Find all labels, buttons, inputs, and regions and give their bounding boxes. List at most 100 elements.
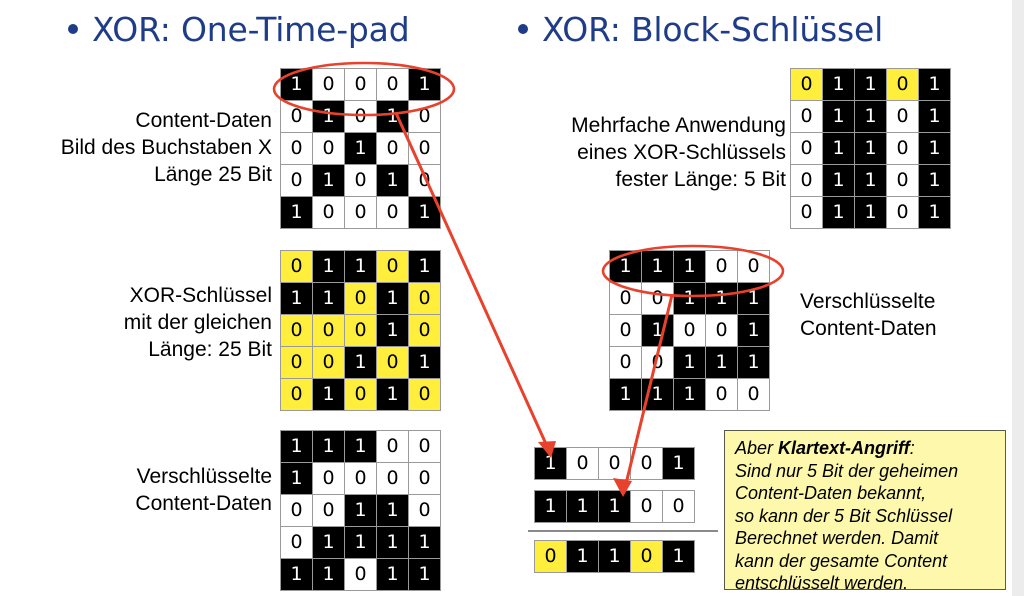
bit-cell: 1: [663, 448, 694, 479]
bit-cell: 0: [791, 165, 822, 196]
bit-cell: 1: [567, 491, 598, 522]
right-gutter: [1012, 0, 1024, 596]
bit-cell: 1: [313, 101, 344, 132]
bit-cell: 0: [313, 197, 344, 228]
bullet-icon: [68, 23, 78, 34]
note-title: Klartext-Angriff: [778, 438, 910, 458]
bit-cell: 0: [610, 347, 641, 378]
bit-cell: 1: [610, 251, 641, 282]
bit-cell: 1: [345, 251, 376, 282]
bit-cell: 1: [281, 431, 312, 462]
bit-cell: 0: [345, 197, 376, 228]
bit-cell: 1: [313, 251, 344, 282]
bit-cell: 1: [281, 283, 312, 314]
bit-cell: 0: [377, 133, 408, 164]
bit-cell: 1: [409, 347, 440, 378]
bit-cell: 0: [313, 495, 344, 526]
bit-cell: 1: [706, 283, 737, 314]
bit-cell: 0: [313, 133, 344, 164]
bit-cell: 1: [663, 541, 694, 572]
bit-cell: 1: [345, 431, 376, 462]
bit-cell: 0: [887, 69, 918, 100]
bit-cell: 1: [377, 495, 408, 526]
bit-cell: 1: [377, 165, 408, 196]
bit-cell: 0: [345, 69, 376, 100]
bit-cell: 1: [855, 197, 886, 228]
bit-cell: 1: [313, 431, 344, 462]
bit-cell: 0: [599, 448, 630, 479]
bit-cell: 0: [791, 133, 822, 164]
bit-cell: 1: [313, 283, 344, 314]
bit-cell: 0: [377, 463, 408, 494]
bit-cell: 0: [674, 315, 705, 346]
bit-cell: 1: [377, 559, 408, 590]
bit-cell: 0: [377, 347, 408, 378]
caption-xor-key: XOR-Schlüssel mit der gleichen Länge: 25…: [123, 284, 272, 361]
bit-cell: 0: [706, 379, 737, 410]
bit-cell: 1: [674, 379, 705, 410]
bit-cell: 1: [823, 165, 854, 196]
bit-cell: 0: [345, 165, 376, 196]
note-prefix: Aber: [735, 438, 779, 458]
bit-cell: 1: [674, 283, 705, 314]
bit-cell: 0: [631, 448, 662, 479]
bit-cell: 0: [313, 463, 344, 494]
bit-cell: 1: [377, 101, 408, 132]
bit-cell: 1: [409, 559, 440, 590]
bit-cell: 1: [642, 251, 673, 282]
bit-cell: 0: [409, 431, 440, 462]
bit-cell: 0: [281, 133, 312, 164]
bit-cell: 1: [855, 165, 886, 196]
bit-cell: 1: [313, 559, 344, 590]
bit-cell: 0: [409, 315, 440, 346]
bit-cell: 1: [313, 165, 344, 196]
bit-cell: 1: [599, 541, 630, 572]
bit-cell: 0: [345, 101, 376, 132]
bit-cell: 1: [377, 283, 408, 314]
bit-cell: 1: [823, 133, 854, 164]
bit-cell: 1: [738, 315, 769, 346]
bit-cell: 1: [919, 165, 950, 196]
bit-cell: 0: [887, 101, 918, 132]
bit-cell: 0: [345, 315, 376, 346]
bit-cell: 0: [631, 541, 662, 572]
attack-divider-line: [528, 530, 718, 532]
bit-cell: 1: [281, 69, 312, 100]
bit-cell: 0: [377, 197, 408, 228]
bit-cell: 0: [887, 197, 918, 228]
bit-cell: 1: [674, 347, 705, 378]
bullet-icon: [518, 23, 528, 34]
bit-cell: 0: [345, 559, 376, 590]
bit-cell: 0: [281, 347, 312, 378]
bit-cell: 0: [281, 165, 312, 196]
bit-cell: 0: [345, 379, 376, 410]
bit-cell: 0: [409, 379, 440, 410]
bit-cell: 0: [345, 463, 376, 494]
bit-cell: 1: [377, 379, 408, 410]
bit-cell: 0: [345, 283, 376, 314]
note-suffix: :: [909, 438, 915, 458]
bit-cell: 1: [919, 133, 950, 164]
bit-cell: 1: [855, 101, 886, 132]
bit-cell: 0: [281, 251, 312, 282]
bit-cell: 0: [791, 69, 822, 100]
bit-cell: 1: [345, 133, 376, 164]
bit-cell: 0: [887, 133, 918, 164]
caption-encrypted-left: Verschlüsselte Content-Daten: [135, 465, 272, 515]
bit-cell: 1: [855, 69, 886, 100]
bit-cell: 1: [377, 527, 408, 558]
bit-cell: 1: [823, 101, 854, 132]
bit-cell: 0: [738, 251, 769, 282]
bit-cell: 0: [409, 283, 440, 314]
bit-cell: 1: [409, 197, 440, 228]
bit-cell: 0: [409, 133, 440, 164]
bit-cell: 1: [674, 251, 705, 282]
bit-cell: 0: [535, 541, 566, 572]
